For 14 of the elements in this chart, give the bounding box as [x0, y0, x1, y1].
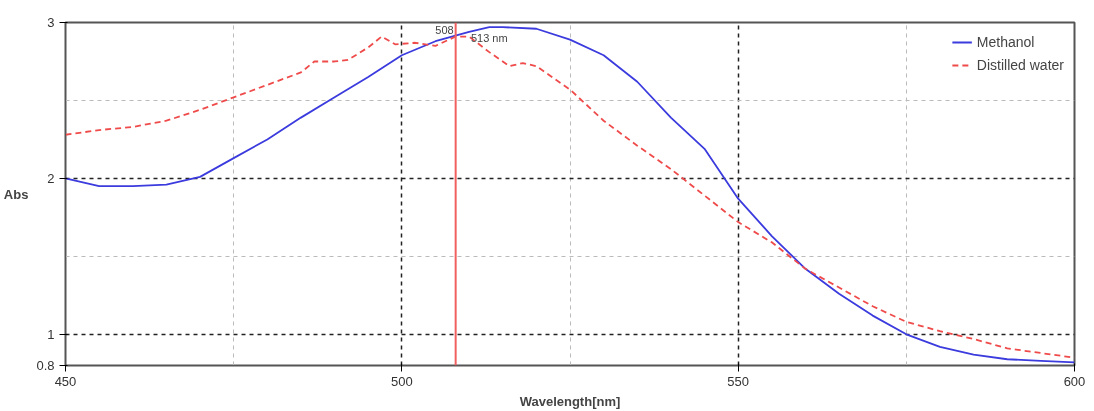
x-tick-label: 500 — [390, 373, 413, 389]
legend-label: Methanol — [976, 34, 1035, 50]
x-tick-label: 600 — [1063, 373, 1086, 389]
x-axis-title: Wavelength[nm] — [519, 393, 621, 409]
y-tick-label: 3 — [47, 15, 55, 30]
x-tick-label: 550 — [727, 373, 750, 389]
legend-label: Distilled water — [976, 57, 1064, 73]
y-tick-label: 2 — [47, 170, 55, 186]
annotation: 513 nm — [470, 31, 508, 44]
y-tick-label: 1 — [47, 326, 55, 342]
x-tick-label: 450 — [54, 373, 77, 389]
y-axis-title: Abs — [3, 186, 29, 202]
ref-line-label: 508 — [435, 23, 454, 36]
y-tick-label: 0.8 — [36, 358, 55, 373]
